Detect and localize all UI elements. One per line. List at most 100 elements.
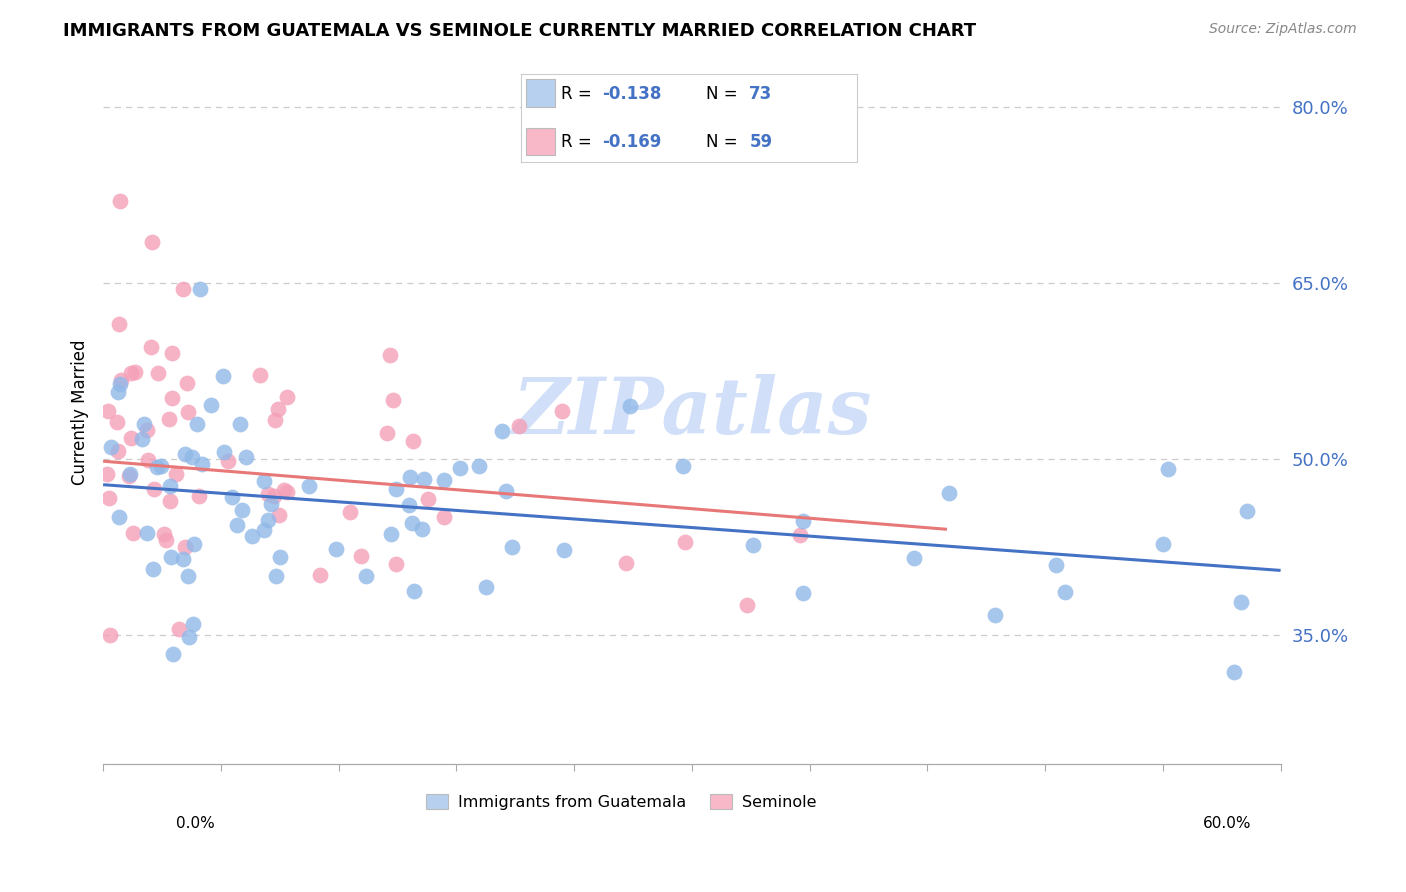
Point [378, 348, 401, 362]
Point [1229, 595, 1251, 609]
Point [433, 473, 456, 487]
Point [619, 400, 641, 414]
Point [264, 413, 287, 427]
Point [146, 460, 169, 475]
Point [160, 550, 183, 565]
Point [142, 562, 165, 576]
Point [142, 483, 165, 497]
Point [1222, 665, 1244, 680]
Point [276, 485, 298, 500]
Point [135, 525, 157, 540]
Point [108, 194, 131, 208]
Point [1054, 585, 1077, 599]
Point [276, 390, 298, 404]
Point [186, 417, 208, 431]
Point [253, 474, 276, 488]
Point [273, 483, 295, 497]
Point [260, 497, 283, 511]
Point [381, 392, 404, 407]
Point [157, 411, 180, 425]
Point [124, 365, 146, 379]
Point [249, 368, 271, 383]
Point [264, 569, 287, 583]
Point [139, 340, 162, 354]
Point [449, 461, 471, 475]
Point [159, 494, 181, 508]
Point [325, 542, 347, 557]
Point [172, 552, 194, 566]
Point [96, 467, 118, 481]
Point [298, 479, 321, 493]
Point [508, 418, 530, 433]
Point [120, 366, 142, 380]
Point [160, 346, 183, 360]
Point [176, 376, 198, 390]
Point [903, 550, 925, 565]
Point [501, 540, 523, 554]
Point [339, 505, 361, 519]
Point [225, 518, 247, 533]
Point [177, 568, 200, 582]
Point [671, 459, 693, 474]
Point [1236, 504, 1258, 518]
Point [402, 434, 425, 448]
Point [141, 235, 163, 249]
Point [231, 503, 253, 517]
Point [495, 483, 517, 498]
Point [398, 498, 420, 512]
Point [475, 580, 498, 594]
Point [1045, 558, 1067, 572]
Point [110, 376, 132, 391]
Point [221, 490, 243, 504]
Point [401, 516, 423, 531]
Point [614, 556, 637, 570]
Point [132, 417, 155, 431]
Point [97, 491, 120, 505]
Point [167, 622, 190, 636]
Text: IMMIGRANTS FROM GUATEMALA VS SEMINOLE CURRENTLY MARRIED CORRELATION CHART: IMMIGRANTS FROM GUATEMALA VS SEMINOLE CU… [63, 22, 976, 40]
Point [356, 569, 378, 583]
Point [402, 583, 425, 598]
Point [214, 445, 236, 459]
Text: Source: ZipAtlas.com: Source: ZipAtlas.com [1209, 22, 1357, 37]
Point [253, 523, 276, 537]
Text: 60.0%: 60.0% [1204, 816, 1251, 831]
Point [416, 491, 439, 506]
Text: ZIPatlas: ZIPatlas [512, 374, 872, 450]
Point [735, 598, 758, 612]
Y-axis label: Currently Married: Currently Married [72, 339, 89, 484]
Point [105, 415, 128, 429]
Point [269, 550, 291, 565]
Point [433, 509, 456, 524]
Point [110, 373, 132, 387]
Point [375, 426, 398, 441]
Point [984, 607, 1007, 622]
Point [211, 369, 233, 384]
Point [155, 533, 177, 547]
Point [173, 540, 195, 554]
Point [122, 525, 145, 540]
Point [742, 538, 765, 552]
Point [240, 529, 263, 543]
Point [177, 405, 200, 419]
Legend: Immigrants from Guatemala, Seminole: Immigrants from Guatemala, Seminole [419, 788, 823, 816]
Point [107, 317, 129, 331]
Point [107, 385, 129, 400]
Point [412, 472, 434, 486]
Point [411, 522, 433, 536]
Point [172, 282, 194, 296]
Point [385, 482, 408, 496]
Point [148, 366, 170, 380]
Point [1152, 537, 1174, 551]
Point [131, 432, 153, 446]
Point [1157, 462, 1180, 476]
Point [792, 586, 814, 600]
Point [200, 398, 222, 412]
Point [792, 514, 814, 528]
Text: 0.0%: 0.0% [176, 816, 215, 831]
Point [159, 479, 181, 493]
Point [165, 467, 187, 482]
Point [235, 450, 257, 464]
Point [174, 447, 197, 461]
Point [267, 401, 290, 416]
